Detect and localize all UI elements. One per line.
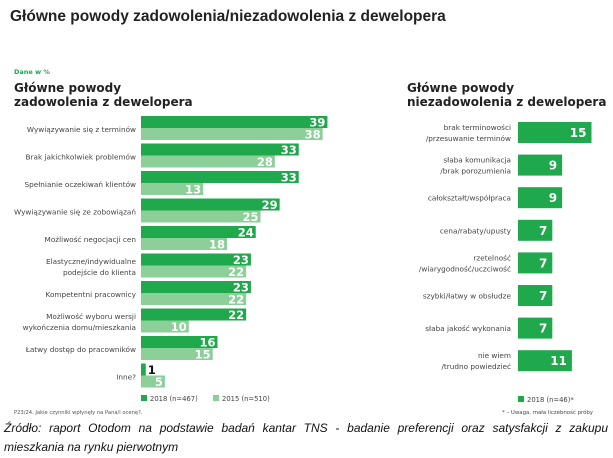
- category-label: Inne?: [116, 373, 136, 382]
- legend-swatch: [213, 395, 219, 401]
- data-label: 18: [209, 238, 225, 252]
- data-label: 22: [228, 308, 244, 322]
- category-label: podejście do klienta: [63, 268, 136, 277]
- bar-2015: [141, 265, 247, 278]
- bar-2015: [141, 375, 165, 388]
- legend-label: 2018 (n=46)*: [527, 396, 574, 404]
- category-label: całokształt/współpraca: [428, 194, 511, 203]
- legend-label: 2015 (n=510): [222, 395, 270, 403]
- data-label: 15: [570, 126, 587, 140]
- category-label: rzetelność: [473, 253, 511, 262]
- data-label: 33: [281, 143, 297, 157]
- data-label: 24: [238, 226, 254, 240]
- bar-2018: [518, 154, 563, 176]
- data-label: 29: [262, 198, 278, 212]
- footnote: P23/24. Jakie czynniki wpłynęły na Pana/…: [14, 410, 143, 416]
- category-label: /wiarygodność/uczciwość: [419, 264, 511, 273]
- data-label: 7: [539, 322, 547, 336]
- bar-2018: [518, 187, 563, 209]
- data-label: 23: [233, 253, 249, 267]
- data-label: 9: [549, 191, 557, 205]
- bar-2018: [518, 252, 553, 274]
- data-label: 39: [309, 116, 325, 130]
- bar-2018: [518, 285, 553, 306]
- data-label: 25: [242, 210, 258, 224]
- category-label: /przesuwanie terminów: [426, 134, 511, 143]
- bar-2015: [141, 320, 189, 333]
- category-label: brak terminowości: [444, 123, 511, 132]
- category-label: słaba komunikacja: [443, 156, 511, 165]
- dissatisfaction-chart: Główne powody niezadowolenia z dewelopera…: [407, 81, 606, 416]
- legend-swatch: [518, 396, 524, 402]
- data-label: 9: [549, 159, 557, 173]
- bar-2015: [141, 293, 247, 305]
- bar-2018: [141, 226, 256, 238]
- category-label: /brak porozumienia: [440, 167, 511, 176]
- data-label: 1: [148, 363, 156, 377]
- data-label: 33: [281, 171, 297, 185]
- bar-2018: [141, 171, 299, 183]
- bar-2015: [141, 128, 323, 140]
- category-label: Wywiązywanie się z terminów: [27, 125, 136, 134]
- category-label: Łatwy dostęp do pracowników: [25, 345, 136, 354]
- data-label: 38: [305, 128, 321, 142]
- bar-2018: [518, 219, 553, 241]
- data-label: 28: [257, 155, 273, 169]
- chart-title: Główne powody zadowolenia z dewelopera: [14, 81, 193, 109]
- category-label: Możliwość wyboru wersji: [46, 312, 136, 321]
- bar-2015: [141, 155, 275, 168]
- category-label: Brak jakichkolwiek problemów: [25, 153, 136, 162]
- bar-2018: [141, 198, 280, 211]
- bar-2015: [141, 183, 204, 195]
- legend-label: 2018 (n=467): [150, 395, 198, 403]
- data-label: 10: [171, 320, 187, 334]
- data-label: 13: [185, 183, 201, 197]
- bar-2018: [141, 308, 247, 321]
- data-label: 22: [228, 293, 244, 307]
- category-label: szybki/łatwy w obsłudze: [423, 292, 512, 301]
- unit-note: Dane w %: [14, 68, 50, 76]
- source-line-2: mieszkania na rynku pierwotnym: [4, 440, 179, 454]
- category-label: słaba jakość wykonania: [425, 324, 511, 333]
- category-label: Spełnianie oczekiwań klientów: [24, 180, 136, 189]
- category-label: Możliwość negocjacji cen: [45, 235, 136, 244]
- chart-title: Główne powody niezadowolenia z dewelopera: [407, 81, 606, 109]
- footnote: * – Uwaga, mała liczebność próby: [502, 409, 594, 416]
- bar-2018: [141, 281, 251, 293]
- bar-2018: [141, 336, 218, 348]
- bar-2018: [518, 317, 553, 339]
- bar-2018: [141, 363, 146, 376]
- bar-2018: [518, 122, 592, 143]
- source-line-1: Źródło: raport Otodom na podstawie badań…: [4, 421, 608, 435]
- category-label: nie wiem: [478, 351, 511, 360]
- data-label: 22: [228, 265, 244, 279]
- category-label: wykończenia domu/mieszkania: [23, 323, 136, 332]
- bar-2018: [141, 253, 251, 266]
- category-label: Kompetentni pracownicy: [46, 290, 137, 299]
- category-label: cena/rabaty/upusty: [440, 226, 512, 235]
- satisfaction-chart: Główne powody zadowolenia z dewelopera Wyw…: [14, 81, 328, 416]
- bar-2018: [141, 116, 328, 128]
- data-label: 16: [199, 336, 215, 350]
- data-label: 7: [539, 256, 547, 270]
- legend-swatch: [141, 395, 147, 401]
- bar-2015: [141, 348, 213, 360]
- page-title: Główne powody zadowolenia/niezadowolenia…: [10, 8, 446, 25]
- data-label: 7: [539, 224, 547, 238]
- data-label: 5: [155, 375, 163, 389]
- data-label: 23: [233, 281, 249, 295]
- bar-2018: [141, 143, 299, 156]
- bar-2015: [141, 238, 228, 250]
- category-label: Elastyczne/indywidualne: [46, 257, 136, 266]
- bar-2015: [141, 210, 261, 223]
- data-label: 11: [550, 354, 567, 368]
- category-label: /trudno powiedzieć: [441, 362, 511, 371]
- data-label: 15: [195, 348, 211, 362]
- bar-2018: [518, 350, 572, 372]
- category-label: Wywiązywanie się ze zobowiązań: [14, 208, 136, 217]
- data-label: 7: [539, 289, 547, 303]
